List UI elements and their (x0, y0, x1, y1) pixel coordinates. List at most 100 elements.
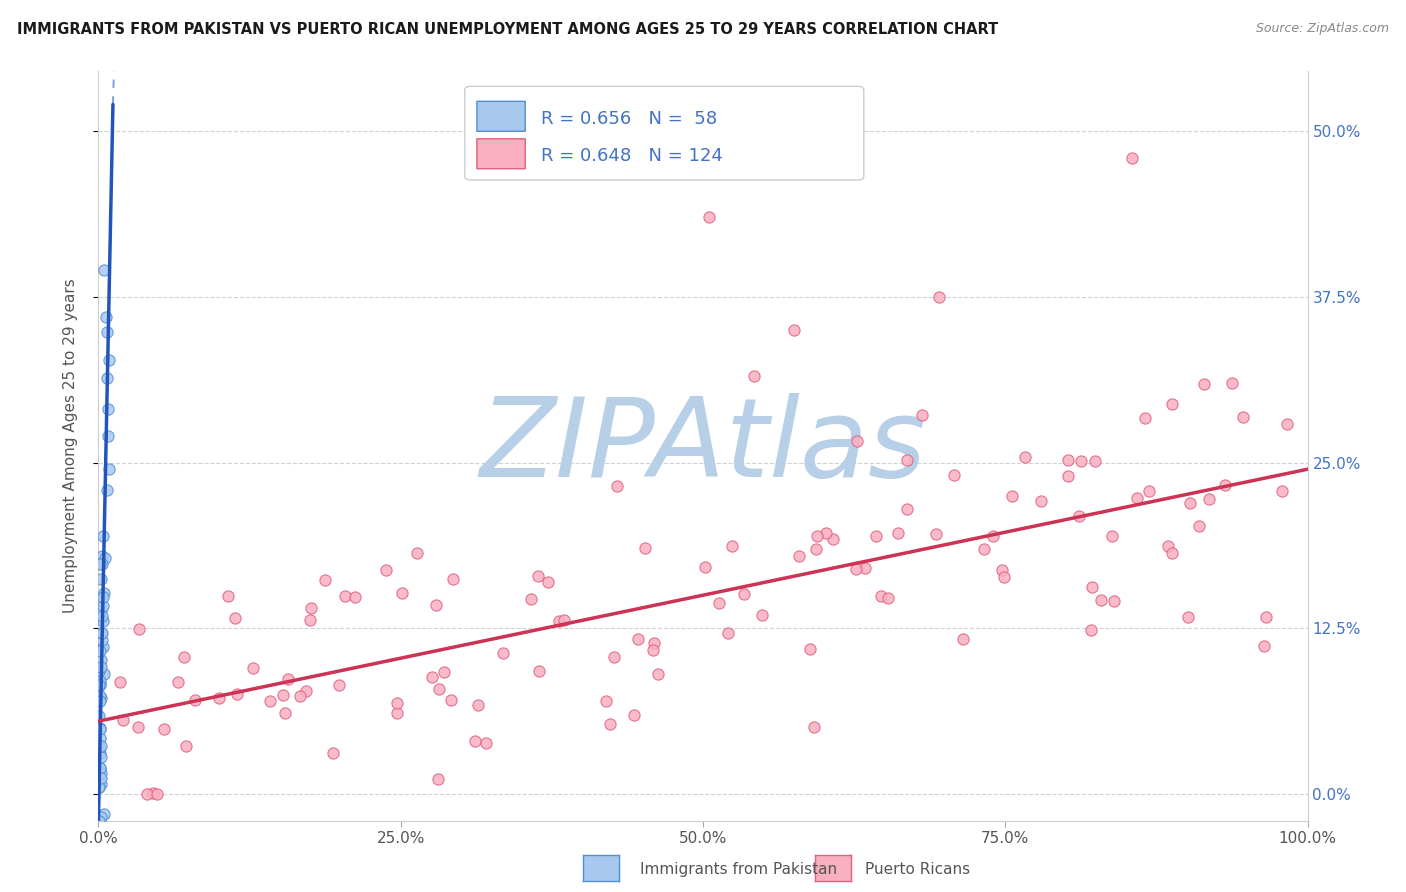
Point (387, 696, 409, 710)
Point (273, 706, 295, 721)
Point (91, 632, 114, 647)
Point (492, 647, 515, 661)
Point (1220, 376, 1243, 391)
Point (599, 717, 621, 731)
Point (1070, 454, 1092, 468)
Point (527, 664, 550, 678)
Point (89, 644, 111, 658)
Point (90, 625, 112, 640)
Point (877, 591, 900, 605)
Point (1160, 397, 1182, 411)
Text: R = 0.656   N =  58: R = 0.656 N = 58 (541, 110, 717, 128)
Point (634, 541, 657, 555)
Point (259, 694, 281, 708)
Y-axis label: Unemployment Among Ages 25 to 29 years: Unemployment Among Ages 25 to 29 years (63, 278, 77, 614)
Point (90, 549, 112, 563)
Point (142, 786, 165, 800)
Point (1160, 546, 1182, 560)
Point (973, 541, 995, 556)
Point (90, 771, 112, 785)
Point (91, 614, 114, 628)
Point (943, 467, 966, 482)
Point (167, 675, 190, 690)
Point (90, 690, 112, 705)
Text: R = 0.648   N = 124: R = 0.648 N = 124 (541, 147, 723, 165)
Point (626, 632, 648, 647)
Point (427, 681, 450, 696)
Point (277, 672, 299, 686)
FancyBboxPatch shape (477, 102, 526, 131)
Point (1126, 491, 1149, 505)
Text: Source: ZipAtlas.com: Source: ZipAtlas.com (1256, 22, 1389, 36)
Point (537, 574, 560, 589)
Point (93, 528, 115, 542)
Point (90, 659, 112, 673)
Point (519, 592, 541, 607)
Point (127, 720, 149, 734)
Point (322, 746, 344, 760)
Point (298, 613, 321, 627)
Point (865, 529, 887, 543)
Text: ZIPAtlas: ZIPAtlas (479, 392, 927, 500)
Point (152, 723, 174, 737)
Point (845, 561, 868, 575)
Point (91, 599, 114, 613)
Point (464, 733, 486, 747)
Point (98, 352, 121, 367)
Point (782, 323, 804, 337)
Point (928, 290, 950, 304)
Point (707, 596, 730, 610)
Point (1192, 377, 1215, 392)
Point (553, 613, 575, 627)
Point (375, 563, 398, 577)
Point (184, 692, 207, 706)
Point (1133, 410, 1156, 425)
Point (294, 683, 316, 698)
Point (806, 542, 828, 557)
Point (97, 429, 120, 443)
Point (1067, 509, 1090, 524)
Point (1031, 493, 1053, 508)
Point (112, 713, 135, 727)
Point (90, 557, 112, 571)
FancyBboxPatch shape (465, 87, 863, 180)
Point (110, 675, 132, 690)
Point (90, 572, 112, 586)
Point (717, 626, 740, 640)
Point (343, 590, 366, 604)
Point (1157, 539, 1180, 553)
Point (146, 787, 169, 801)
Point (870, 589, 893, 603)
Point (981, 529, 1004, 543)
Point (1198, 492, 1220, 507)
Point (89, 676, 111, 690)
Point (1177, 610, 1199, 624)
Point (433, 665, 456, 680)
Point (806, 528, 828, 542)
Point (89, 731, 111, 746)
Point (426, 772, 449, 787)
Point (425, 598, 447, 612)
Point (602, 649, 624, 664)
Point (226, 687, 249, 701)
Point (751, 608, 773, 623)
Point (391, 586, 413, 600)
Point (271, 689, 294, 703)
Point (896, 501, 918, 516)
Text: Puerto Ricans: Puerto Ricans (865, 863, 970, 877)
Point (1232, 409, 1254, 424)
Point (89, 722, 111, 736)
Point (89, 761, 111, 775)
Point (441, 572, 464, 586)
Point (1253, 640, 1275, 654)
Point (1213, 477, 1236, 491)
Point (89, 557, 111, 571)
Point (90, 777, 112, 791)
Point (1254, 610, 1277, 624)
Point (89, 694, 111, 708)
Point (208, 691, 231, 706)
Point (821, 532, 844, 546)
Point (242, 661, 264, 675)
Point (90, 603, 112, 617)
Point (87, 814, 110, 828)
